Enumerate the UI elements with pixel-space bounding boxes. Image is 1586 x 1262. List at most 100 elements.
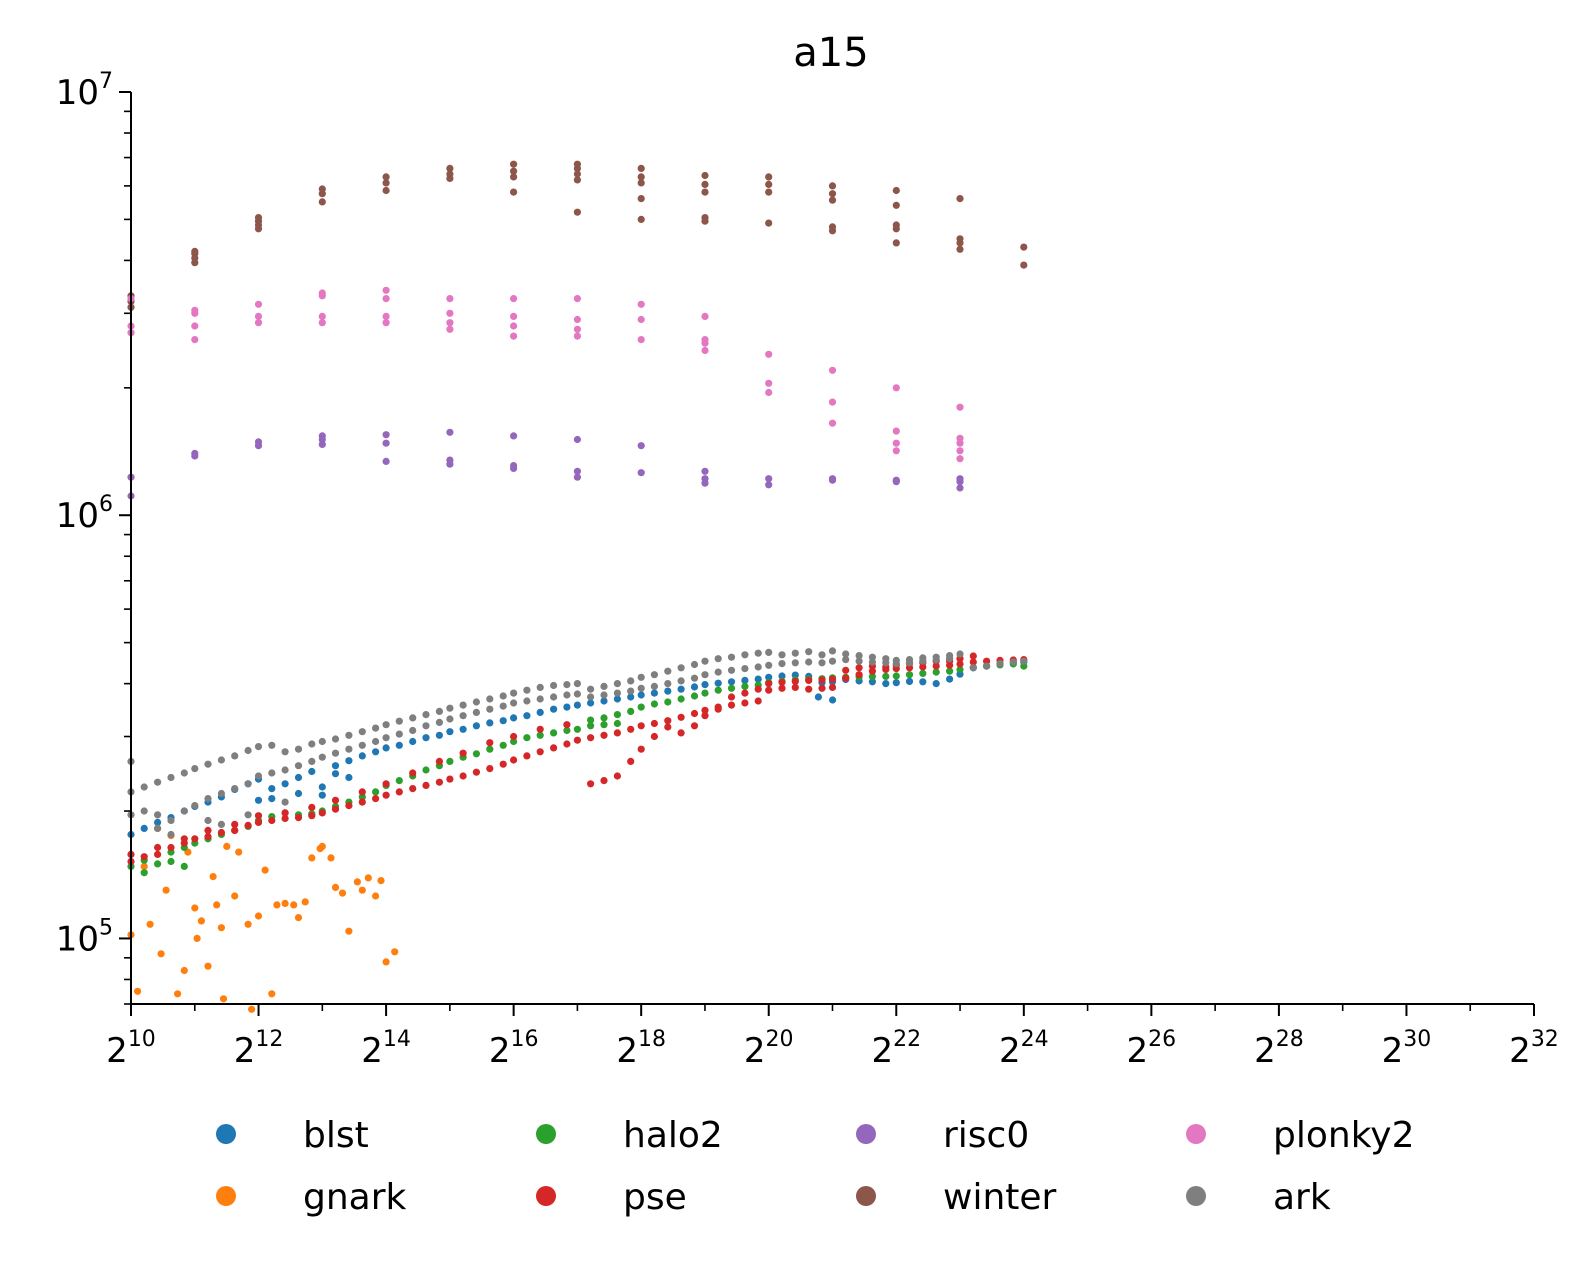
point-ark — [191, 802, 199, 810]
point-winter — [956, 195, 964, 203]
point-halo2 — [932, 668, 940, 676]
point-ark — [191, 765, 199, 773]
point-plonky2 — [446, 309, 454, 317]
point-halo2 — [600, 721, 608, 729]
point-ark — [842, 650, 850, 658]
point-risc0 — [382, 457, 390, 465]
point-ark — [167, 773, 175, 782]
point-blst — [268, 785, 276, 793]
point-blst — [754, 675, 762, 683]
legend-item-risc0: risc0 — [856, 1115, 1029, 1156]
point-pse — [563, 740, 571, 748]
point-pse — [345, 802, 353, 810]
point-ark — [587, 685, 595, 693]
point-blst — [814, 693, 823, 701]
point-blst — [587, 699, 595, 707]
point-winter — [701, 171, 709, 180]
point-plonky2 — [446, 325, 454, 333]
point-halo2 — [650, 700, 659, 708]
point-ark — [154, 824, 162, 833]
point-pse — [741, 689, 749, 697]
point-halo2 — [486, 745, 494, 753]
point-blst — [905, 677, 914, 686]
point-pse — [435, 778, 443, 786]
x-tick-label: 226 — [1127, 1027, 1177, 1071]
point-pse — [650, 732, 659, 741]
series-risc0 — [127, 428, 964, 500]
point-halo2 — [892, 672, 900, 680]
point-halo2 — [882, 672, 890, 681]
point-ark — [1020, 657, 1028, 665]
point-pse — [459, 749, 467, 757]
point-plonky2 — [382, 312, 390, 320]
point-blst — [882, 680, 890, 688]
point-ark — [217, 820, 225, 829]
point-gnark — [193, 934, 201, 943]
point-plonky2 — [446, 319, 454, 327]
point-gnark — [157, 950, 165, 958]
point-blst — [459, 725, 467, 733]
chart-title: a15 — [793, 30, 868, 76]
point-pse — [358, 788, 366, 796]
point-blst — [140, 824, 148, 833]
point-pse — [587, 780, 595, 788]
point-winter — [446, 164, 454, 172]
point-ark — [244, 811, 252, 819]
point-plonky2 — [191, 322, 199, 330]
point-halo2 — [509, 737, 518, 746]
point-pse — [690, 709, 699, 718]
point-blst — [563, 703, 571, 711]
point-ark — [818, 659, 826, 667]
point-pse — [969, 658, 977, 666]
point-risc0 — [509, 462, 518, 470]
point-pse — [637, 722, 645, 730]
point-halo2 — [587, 716, 595, 724]
point-winter — [765, 188, 773, 196]
point-winter — [701, 180, 709, 188]
point-plonky2 — [573, 315, 582, 324]
point-ark — [627, 687, 635, 695]
point-halo2 — [446, 757, 454, 766]
point-pse — [969, 652, 977, 660]
point-pse — [664, 717, 672, 725]
point-ark — [180, 769, 188, 777]
point-ark — [244, 780, 252, 788]
y-tick-label: 105 — [56, 915, 113, 959]
point-halo2 — [523, 734, 531, 742]
point-pse — [778, 684, 786, 692]
point-halo2 — [905, 671, 914, 679]
point-pse — [855, 664, 863, 672]
point-pse — [382, 780, 390, 788]
point-ark — [855, 657, 863, 665]
y-tick-label: 107 — [56, 69, 113, 113]
point-pse — [637, 745, 645, 753]
point-pse — [446, 775, 454, 783]
point-ark — [231, 752, 239, 760]
point-pse — [818, 676, 826, 684]
point-ark — [650, 671, 659, 679]
point-plonky2 — [318, 319, 326, 327]
point-gnark — [345, 927, 353, 935]
x-tick-label: 216 — [489, 1027, 539, 1071]
point-winter — [573, 176, 582, 184]
point-ark — [281, 798, 289, 806]
point-ark — [472, 708, 480, 717]
point-ark — [905, 659, 914, 667]
point-pse — [268, 816, 276, 825]
point-risc0 — [573, 473, 582, 481]
point-plonky2 — [191, 306, 199, 314]
x-tick-label: 214 — [361, 1027, 411, 1071]
point-ark — [882, 659, 890, 667]
legend-item-halo2: halo2 — [536, 1115, 723, 1156]
point-ark — [459, 701, 467, 709]
point-halo2 — [868, 672, 877, 681]
point-pse — [842, 666, 850, 674]
legend-marker — [216, 1186, 236, 1206]
point-ark — [805, 648, 813, 656]
point-ark — [486, 705, 494, 713]
point-gnark — [219, 995, 228, 1003]
point-winter — [701, 214, 709, 222]
point-ark — [167, 816, 175, 825]
point-winter — [573, 170, 582, 178]
point-winter — [1020, 261, 1028, 269]
